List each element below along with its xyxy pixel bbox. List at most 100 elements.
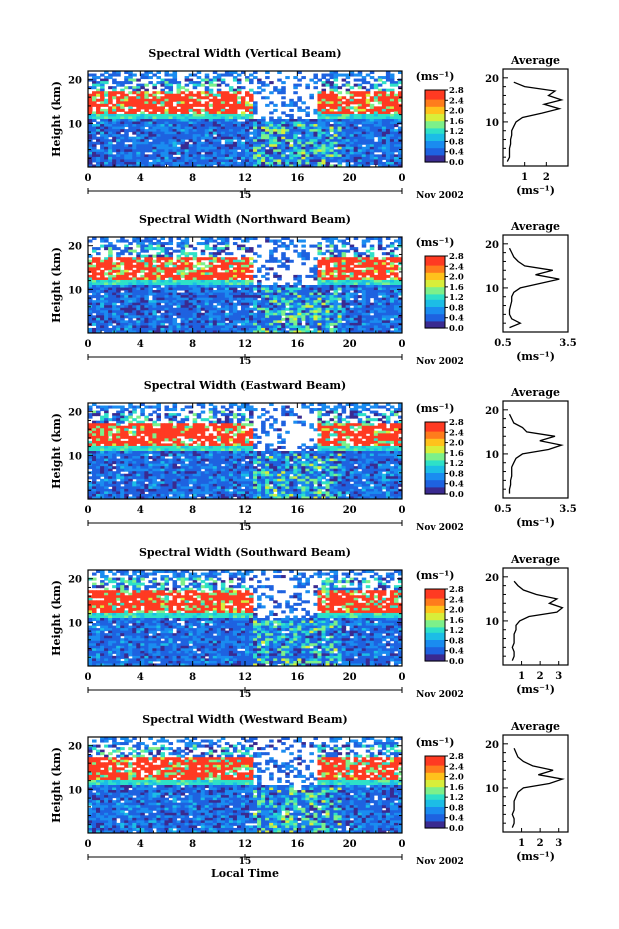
heatmap-cell — [313, 161, 318, 165]
heatmap-cell — [261, 164, 266, 167]
heatmap-cell — [172, 111, 178, 115]
heatmap-cell — [108, 269, 113, 273]
heatmap-cell — [88, 159, 93, 163]
colorbar-segment — [425, 261, 445, 264]
heatmap-cell — [108, 116, 113, 120]
heatmap-cell — [353, 285, 359, 289]
heatmap-cell — [261, 274, 266, 278]
heatmap-cell — [196, 108, 202, 112]
heatmap-cell — [92, 136, 97, 140]
heatmap-cell — [220, 292, 226, 296]
heatmap-cell — [116, 103, 121, 107]
heatmap-cell — [192, 164, 198, 167]
colorbar-segment — [425, 301, 445, 304]
heatmap-cell — [208, 252, 214, 256]
heatmap-cell — [112, 305, 117, 309]
heatmap-cell — [144, 144, 149, 148]
heatmap-cell — [309, 78, 314, 82]
heatmap-cell — [112, 108, 117, 112]
heatmap-cell — [385, 149, 391, 153]
heatmap-cell — [333, 249, 339, 253]
heatmap-cell — [269, 249, 274, 253]
heatmap-cell — [152, 327, 157, 331]
heatmap-cell — [224, 96, 230, 100]
heatmap-cell — [321, 161, 327, 165]
heatmap-cell — [116, 277, 121, 281]
heatmap-cell — [329, 91, 335, 95]
heatmap-cell — [216, 113, 222, 117]
heatmap-cell — [184, 252, 190, 256]
heatmap-cell — [120, 269, 125, 273]
heatmap-cell — [333, 103, 339, 107]
heatmap-cell — [249, 124, 254, 128]
heatmap-cell — [224, 282, 230, 286]
heatmap-cell — [136, 322, 141, 326]
heatmap-cell — [333, 151, 339, 155]
heatmap-cell — [357, 116, 363, 120]
heatmap-cell — [329, 98, 335, 102]
heatmap-cell — [128, 136, 133, 140]
heatmap-cell — [321, 282, 327, 286]
heatmap-cell — [236, 317, 242, 321]
heatmap-cell — [144, 76, 149, 80]
heatmap-cell — [144, 124, 149, 128]
heatmap-cell — [361, 312, 367, 316]
heatmap-cell — [333, 247, 339, 251]
heatmap-cell — [253, 103, 258, 107]
colorbar-segment — [425, 272, 445, 275]
heatmap-cell — [172, 327, 178, 331]
heatmap-cell — [184, 297, 190, 301]
heatmap-cell — [204, 315, 210, 319]
heatmap-cell — [365, 285, 371, 289]
heatmap-cell — [208, 322, 214, 326]
heatmap-cell — [325, 325, 331, 329]
heatmap-cell — [184, 96, 190, 100]
heatmap-cell — [277, 295, 282, 299]
heatmap-cell — [228, 136, 234, 140]
heatmap-cell — [204, 151, 210, 155]
heatmap-cell — [180, 144, 186, 148]
heatmap-cell — [148, 144, 153, 148]
heatmap-cell — [204, 88, 210, 92]
heatmap-cell — [176, 307, 182, 311]
colorbar-tick-label: 2.8 — [449, 86, 464, 96]
heatmap-cell — [132, 73, 137, 77]
heatmap-cell — [377, 242, 383, 246]
heatmap-cell — [132, 300, 137, 304]
heatmap-cell — [204, 330, 210, 333]
heatmap-cell — [349, 312, 355, 316]
heatmap-cell — [204, 257, 210, 261]
heatmap-cell — [108, 101, 113, 105]
heatmap-cell — [345, 149, 351, 153]
heatmap-cell — [152, 330, 157, 333]
heatmap-cell — [301, 262, 306, 266]
heatmap-cell — [204, 86, 210, 90]
heatmap-cell — [281, 237, 286, 241]
heatmap-cell — [108, 315, 113, 319]
heatmap-cell — [152, 161, 157, 165]
heatmap-cell — [325, 93, 331, 97]
heatmap-cell — [317, 78, 322, 82]
colorbar-segment — [425, 295, 445, 298]
heatmap-cell — [124, 285, 129, 289]
heatmap-cell — [104, 312, 109, 316]
heatmap-cell — [104, 149, 109, 153]
panel-3: Spectral Width (Eastward Beam)1020Height… — [50, 379, 577, 533]
heatmap-cell — [281, 317, 286, 321]
heatmap-cell — [104, 237, 109, 241]
heatmap-cell — [381, 292, 387, 296]
heatmap-cell — [172, 161, 178, 165]
heatmap-cell — [369, 146, 375, 150]
heatmap-cell — [365, 156, 371, 160]
heatmap-cell — [144, 108, 149, 112]
heatmap-cell — [341, 134, 347, 138]
heatmap-cell — [289, 297, 294, 301]
heatmap-cell — [293, 129, 298, 133]
heatmap-cell — [160, 249, 165, 253]
heatmap-cell — [224, 297, 230, 301]
heatmap-cell — [108, 320, 113, 324]
heatmap-cell — [293, 91, 298, 95]
heatmap-cell — [273, 274, 278, 278]
heatmap-cell — [337, 113, 343, 117]
heatmap-cell — [337, 292, 343, 296]
